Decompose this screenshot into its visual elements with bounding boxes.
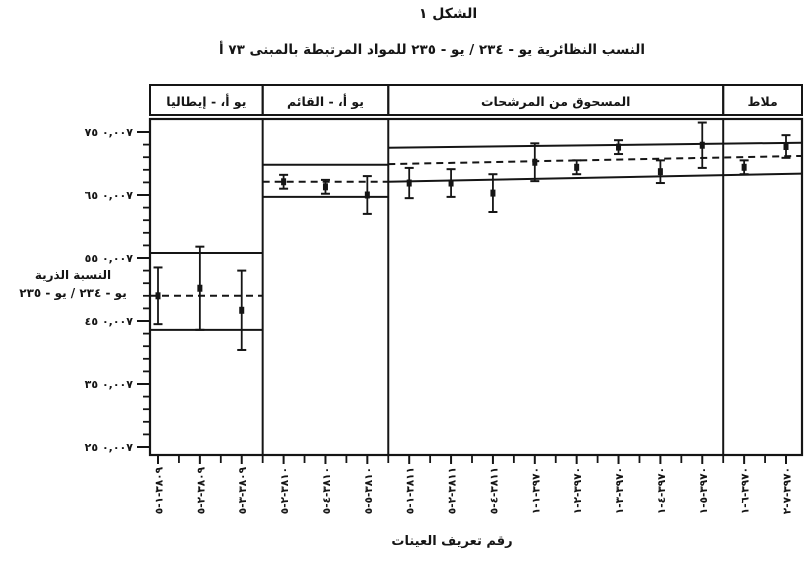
- figure-subtitle: النسب النظائرية يو - ٢٣٤ / يو - ٢٣٥ للمو…: [219, 42, 645, 58]
- x-tick-label: ٣٩٧٠-٧-٢: [782, 467, 794, 514]
- y-tick-label: ٠,٠٠٧ ٤٥: [85, 315, 134, 328]
- x-tick-label: ٣٩٧٠-٣-١: [614, 467, 626, 514]
- data-point-marker: [406, 179, 412, 187]
- data-point-marker: [532, 158, 538, 166]
- data-point-marker: [490, 189, 496, 197]
- panel-header-label-2: المسحوق من المرشحات: [481, 94, 630, 109]
- data-point-marker: [281, 178, 287, 186]
- data-point-marker: [699, 141, 705, 149]
- data-point-marker: [657, 168, 663, 176]
- panel-header-label-1: يو أ، - القائم: [287, 93, 364, 109]
- x-tick-label: ٣٨١٠-٥-٥: [363, 467, 375, 514]
- data-point-marker: [741, 163, 747, 171]
- band-upper-line: [388, 141, 803, 149]
- band-lower-line: [388, 172, 803, 183]
- data-point-marker: [197, 284, 203, 292]
- data-point-marker: [322, 183, 328, 191]
- y-tick-label: ٠,٠٠٧ ٣٥: [85, 378, 134, 391]
- data-point-marker: [239, 306, 245, 314]
- data-point-marker: [364, 191, 370, 199]
- x-tick-label: ٣٩٧٠-٤-١: [656, 467, 668, 514]
- panel-header-box-3: [722, 84, 804, 116]
- x-tick-label: ٣٨١١-١-٥: [405, 467, 417, 514]
- x-axis-title: رقم تعريف العينات: [391, 534, 513, 549]
- y-tick-label: ٠,٠٠٧ ٧٥: [85, 126, 134, 139]
- x-tick-label: ٣٩٧٠-٢-١: [572, 467, 584, 514]
- x-tick-label: ٣٨١٠-٢-٥: [279, 467, 291, 514]
- y-axis-title: النسبة الذرية يو - ٢٣٤ / يو - ٢٣٥: [2, 266, 144, 302]
- y-axis-title-line2: يو - ٢٣٤ / يو - ٢٣٥: [19, 286, 127, 300]
- x-tick-label: ٣٨١٠-٤-٥: [321, 467, 333, 514]
- data-point-marker: [448, 179, 454, 187]
- y-tick-label: ٠,٠٠٧ ٢٥: [85, 441, 134, 454]
- x-tick-label: ٣٩٧٠-٦-١: [740, 467, 752, 514]
- x-tick-label: ٣٩٧٠-٥-١: [698, 467, 710, 514]
- panel-header-label-0: يو أ، - إيطاليا: [166, 93, 246, 109]
- y-tick-label: ٠,٠٠٧ ٥٥: [85, 252, 134, 265]
- data-point-marker: [783, 142, 789, 150]
- x-tick-label: ٣٨١١-٤-٥: [488, 467, 500, 514]
- data-point-marker: [616, 143, 622, 151]
- y-tick-label: ٠,٠٠٧ ٦٥: [85, 189, 134, 202]
- x-tick-label: ٣٨٠٩-٣-٥: [237, 466, 249, 514]
- x-tick-label: ٣٨٠٩-٢-٥: [195, 466, 207, 514]
- band-center-dashed-line: [388, 154, 803, 166]
- chart-border: [148, 117, 804, 457]
- x-tick-label: ٣٩٧٠-١-١: [530, 467, 542, 514]
- data-point-marker: [155, 292, 161, 300]
- figure-title: الشكل ١: [418, 6, 478, 22]
- y-axis-title-line1: النسبة الذرية: [34, 268, 112, 282]
- panel-header-label-3: ملاط: [747, 94, 777, 109]
- data-point-marker: [574, 163, 580, 171]
- x-tick-label: ٣٨١١-٢-٥: [447, 467, 459, 514]
- x-tick-label: ٣٨٠٩-١-٥: [154, 466, 166, 514]
